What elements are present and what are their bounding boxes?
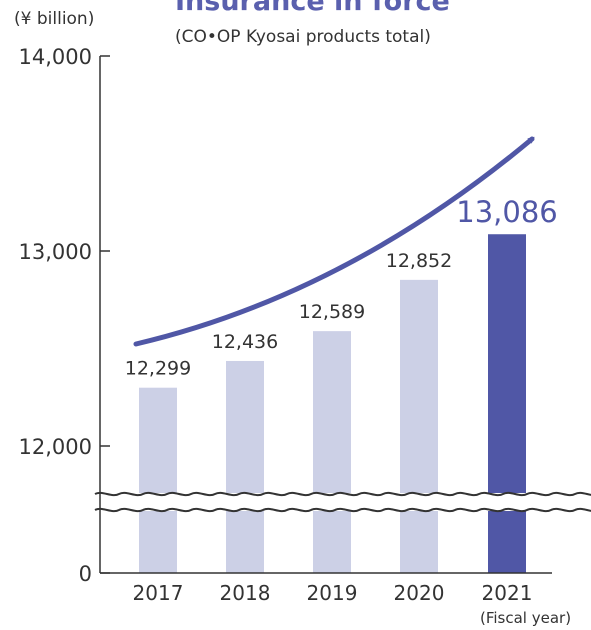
y-tick-label: 12,000 [19,435,92,459]
x-tick-label: 2018 [220,581,271,605]
data-label: 12,589 [299,301,365,323]
axis-break-line [94,507,591,513]
x-tick-label: 2021 [482,581,533,605]
data-label: 12,852 [386,250,452,272]
trend-arrow [133,136,535,347]
y-tick-label: 13,000 [19,240,92,264]
x-tick-label: 2019 [307,581,358,605]
bar [313,331,351,573]
bar [400,279,438,573]
bar [139,387,177,573]
y-tick-label: 14,000 [19,45,92,69]
chart-title: Insurance in force [175,0,450,17]
x-tick-label: 2017 [133,581,184,605]
bar [488,234,526,574]
chart-subtitle: (CO•OP Kyosai products total) [175,27,431,47]
x-tick-label: 2020 [394,581,445,605]
y-tick-label: 0 [79,562,92,586]
bar [226,360,264,573]
data-label: 13,086 [456,195,557,229]
x-axis-caption: (Fiscal year) [480,609,572,627]
axis-break-line [94,491,591,497]
data-label: 12,299 [125,358,191,380]
y-axis-unit-label: (¥ billion) [14,9,95,29]
axis-break-gap [95,493,578,511]
data-label: 12,436 [212,331,278,353]
